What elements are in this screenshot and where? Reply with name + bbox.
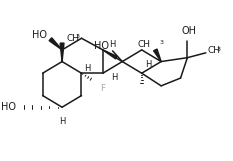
Polygon shape xyxy=(103,50,117,59)
Polygon shape xyxy=(60,43,64,62)
Text: CH: CH xyxy=(208,46,221,55)
Text: HO: HO xyxy=(1,102,17,112)
Text: HO: HO xyxy=(31,30,47,40)
Polygon shape xyxy=(154,49,161,62)
Text: HO: HO xyxy=(94,41,109,51)
Text: CH: CH xyxy=(67,34,80,43)
Text: H: H xyxy=(59,117,65,126)
Text: 3: 3 xyxy=(216,47,220,52)
Text: 3: 3 xyxy=(159,40,163,45)
Text: H: H xyxy=(111,73,117,82)
Text: H: H xyxy=(146,60,152,69)
Text: H: H xyxy=(109,40,116,49)
Text: 3: 3 xyxy=(76,34,80,39)
Text: F: F xyxy=(100,84,105,93)
Polygon shape xyxy=(49,38,62,50)
Text: CH: CH xyxy=(137,40,151,49)
Text: OH: OH xyxy=(182,26,197,36)
Text: H: H xyxy=(84,64,91,73)
